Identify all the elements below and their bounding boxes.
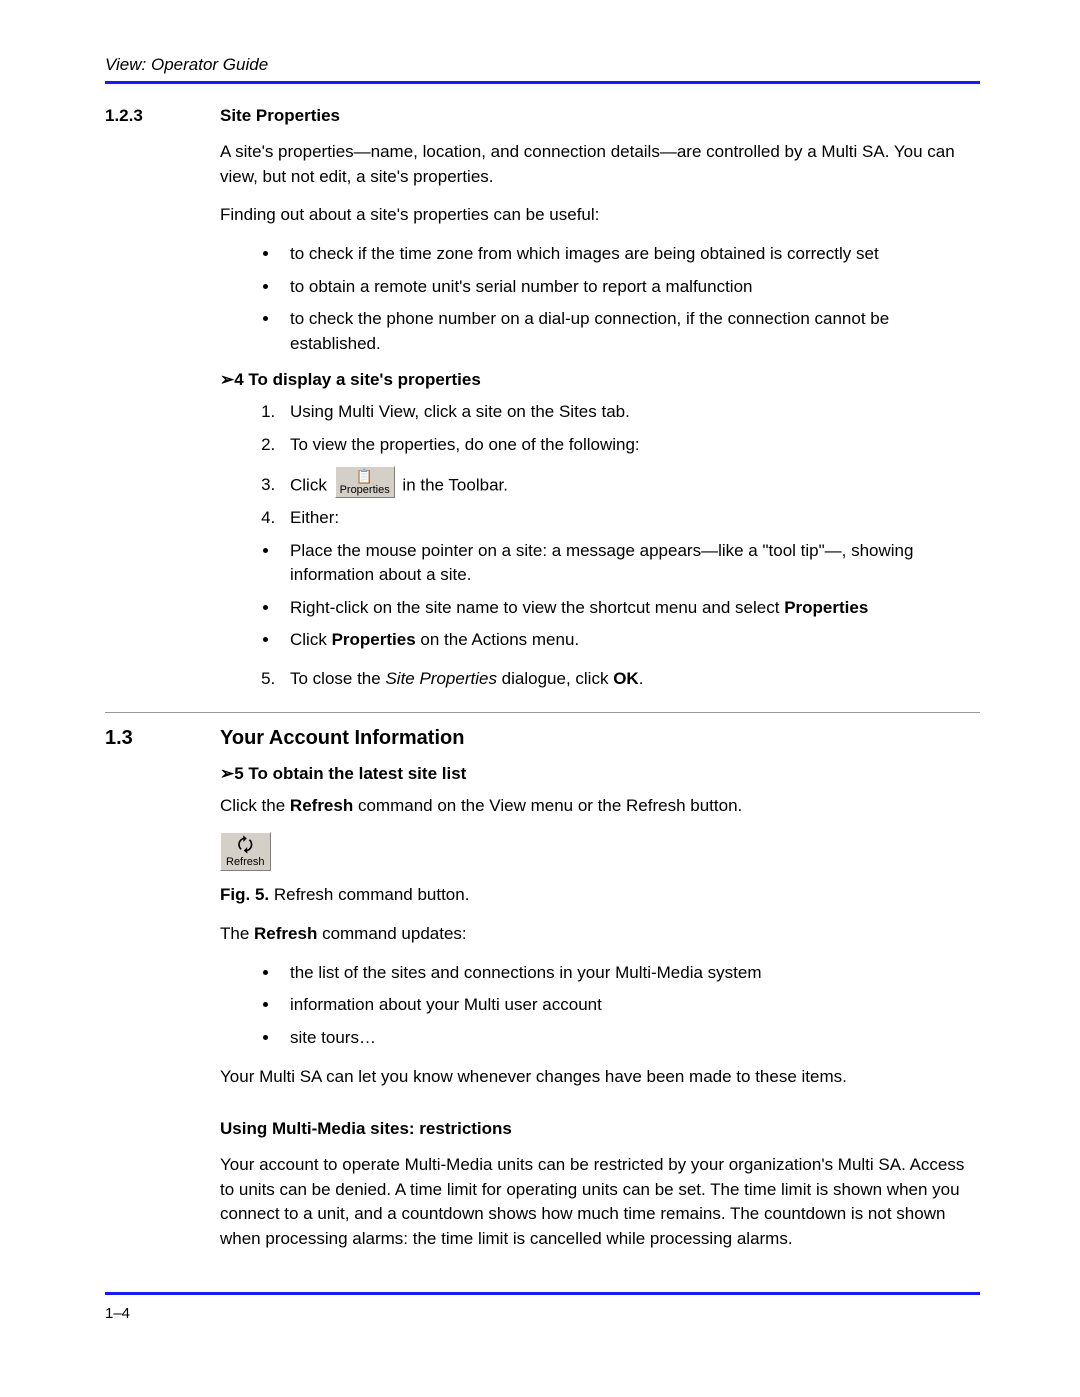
list-item: to check the phone number on a dial-up c…	[280, 307, 980, 356]
header-rule	[105, 81, 980, 84]
list-item: Right-click on the site name to view the…	[280, 596, 980, 621]
text: command updates:	[317, 924, 466, 943]
step-text: Click	[290, 475, 332, 494]
section-number: 1.3	[105, 727, 220, 750]
paragraph: The Refresh command updates:	[220, 922, 980, 947]
list-item: to obtain a remote unit's serial number …	[280, 275, 980, 300]
bold-text: Refresh	[254, 924, 317, 943]
italic-text: Site Properties	[385, 669, 497, 688]
section-123-body: A site's properties—name, location, and …	[220, 140, 980, 692]
text: Click	[290, 630, 332, 649]
paragraph: Finding out about a site's properties ca…	[220, 203, 980, 228]
section-divider	[105, 712, 980, 713]
procedure-heading-5: ➢5 To obtain the latest site list	[220, 764, 980, 784]
bold-text: Properties	[332, 630, 416, 649]
proc-arrow: ➢5	[220, 764, 244, 783]
text: Right-click on the site name to view the…	[290, 598, 784, 617]
page-number: 1–4	[105, 1305, 980, 1322]
step-item: Either:	[280, 506, 980, 531]
section-13-body: ➢5 To obtain the latest site list Click …	[220, 764, 980, 1252]
ordered-steps: Using Multi View, click a site on the Si…	[220, 400, 980, 530]
step-item: Click 📋Properties in the Toolbar.	[280, 466, 980, 498]
step-item: Using Multi View, click a site on the Si…	[280, 400, 980, 425]
refresh-icon: 🗘	[226, 836, 265, 856]
text: .	[639, 669, 644, 688]
list-item: the list of the sites and connections in…	[280, 961, 980, 986]
step-item: To close the Site Properties dialogue, c…	[280, 667, 980, 692]
text: To close the	[290, 669, 385, 688]
list-item: Click Properties on the Actions menu.	[280, 628, 980, 653]
properties-toolbar-button[interactable]: 📋Properties	[335, 466, 395, 498]
footer-rule	[105, 1292, 980, 1295]
text: on the Actions menu.	[416, 630, 580, 649]
list-item: information about your Multi user accoun…	[280, 993, 980, 1018]
page-header-title: View: Operator Guide	[105, 55, 980, 75]
document-page: View: Operator Guide 1.2.3 Site Properti…	[0, 0, 1080, 1397]
figure-text: Refresh command button.	[274, 885, 470, 904]
sub-heading-restrictions: Using Multi-Media sites: restrictions	[220, 1119, 980, 1139]
bullet-list: the list of the sites and connections in…	[220, 961, 980, 1051]
step-text: in the Toolbar.	[398, 475, 508, 494]
bullet-list: Place the mouse pointer on a site: a mes…	[220, 539, 980, 654]
list-item: to check if the time zone from which ima…	[280, 242, 980, 267]
text: Click the	[220, 796, 290, 815]
figure-caption: Fig. 5. Refresh command button.	[220, 883, 980, 908]
section-title: Site Properties	[220, 106, 340, 126]
proc-title: To obtain the latest site list	[244, 764, 467, 783]
list-item: Place the mouse pointer on a site: a mes…	[280, 539, 980, 588]
proc-arrow: ➢4	[220, 370, 244, 389]
ordered-steps-cont: To close the Site Properties dialogue, c…	[220, 667, 980, 692]
bold-text: Refresh	[290, 796, 353, 815]
figure-label: Fig. 5.	[220, 885, 274, 904]
section-heading-123: 1.2.3 Site Properties	[105, 106, 980, 126]
section-title: Your Account Information	[220, 727, 464, 750]
step-item: To view the properties, do one of the fo…	[280, 433, 980, 458]
bullet-list: to check if the time zone from which ima…	[220, 242, 980, 357]
bold-text: Properties	[784, 598, 868, 617]
properties-label: Properties	[340, 484, 390, 496]
section-heading-13: 1.3 Your Account Information	[105, 727, 980, 750]
paragraph: Your account to operate Multi-Media unit…	[220, 1153, 980, 1252]
section-number: 1.2.3	[105, 106, 220, 126]
refresh-toolbar-button[interactable]: 🗘 Refresh	[220, 832, 271, 871]
bold-text: OK	[613, 669, 639, 688]
paragraph: Click the Refresh command on the View me…	[220, 794, 980, 819]
text: command on the View menu or the Refresh …	[353, 796, 742, 815]
refresh-label: Refresh	[226, 856, 265, 868]
properties-icon: 📋	[340, 469, 390, 484]
paragraph: A site's properties—name, location, and …	[220, 140, 980, 189]
paragraph: Your Multi SA can let you know whenever …	[220, 1065, 980, 1090]
text: The	[220, 924, 254, 943]
proc-title: To display a site's properties	[244, 370, 481, 389]
list-item: site tours…	[280, 1026, 980, 1051]
text: dialogue, click	[497, 669, 613, 688]
procedure-heading-4: ➢4 To display a site's properties	[220, 370, 980, 390]
